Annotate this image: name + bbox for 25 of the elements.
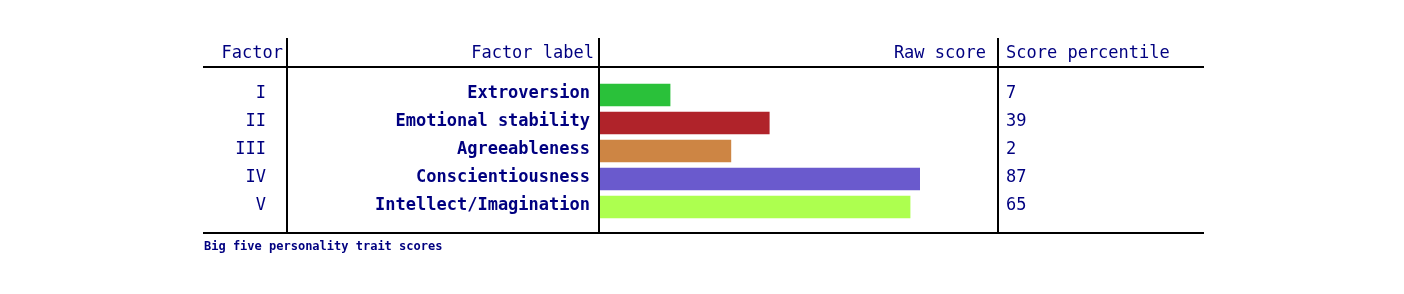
text: IV	[245, 165, 266, 187]
text: 39	[1006, 109, 1027, 131]
text: Score percentile	[1006, 41, 1170, 63]
bar	[600, 139, 732, 163]
bar	[600, 83, 671, 107]
text: 2	[1006, 137, 1017, 159]
bar	[600, 195, 911, 219]
x-axis-title: Raw score	[893, 41, 986, 63]
text: III	[235, 137, 266, 159]
text: II	[245, 109, 266, 131]
text: Big five personality trait scores	[204, 238, 443, 255]
text: Factor	[221, 41, 283, 63]
y-tick-label: Agreeableness	[456, 137, 590, 159]
text: I	[255, 81, 266, 103]
text: V	[255, 193, 266, 215]
y-tick-label: Conscientiousness	[416, 165, 590, 187]
text: 65	[1006, 193, 1027, 215]
text: 87	[1006, 165, 1027, 187]
bar	[600, 167, 920, 191]
text: 7	[1006, 81, 1017, 103]
y-axis-title: Factor label	[471, 41, 594, 63]
y-tick-label: Intellect/Imagination	[375, 193, 590, 215]
bar	[600, 111, 770, 135]
y-tick-label: Extroversion	[467, 81, 590, 103]
y-tick-label: Emotional stability	[395, 109, 590, 131]
